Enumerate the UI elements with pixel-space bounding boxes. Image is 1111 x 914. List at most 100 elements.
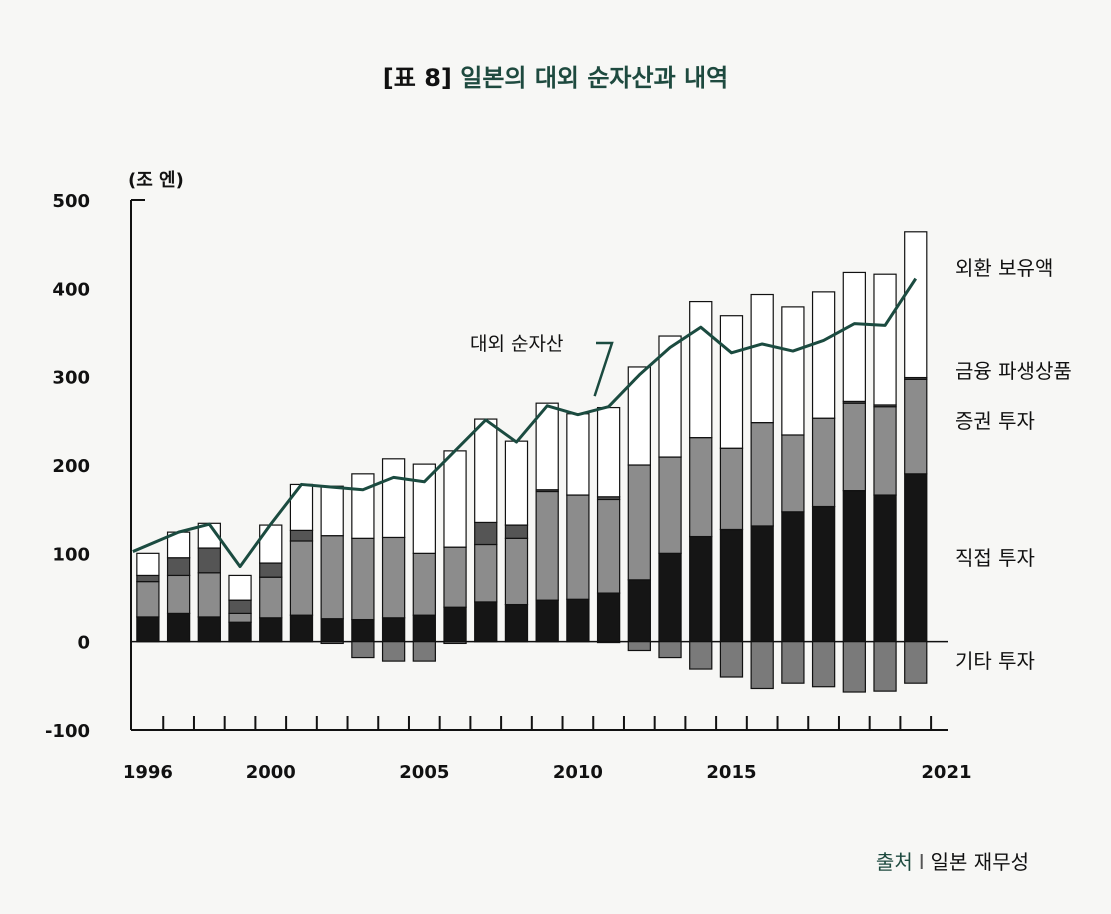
bar-segment xyxy=(259,562,283,578)
bar-segment-negative xyxy=(842,641,866,693)
bar-segment xyxy=(842,271,866,402)
bar-segment xyxy=(596,592,621,643)
bar-segment xyxy=(197,572,221,618)
bar-segment xyxy=(259,524,283,564)
bar-segment xyxy=(289,614,314,643)
bar-segment xyxy=(136,574,160,583)
bar-segment xyxy=(136,552,160,577)
bar-segment xyxy=(535,599,559,643)
bar-segment xyxy=(412,552,436,616)
bar-segment xyxy=(351,473,375,539)
bar-segment xyxy=(228,574,252,601)
y-axis-unit-label: (조 엔) xyxy=(128,170,184,191)
bar-segment xyxy=(351,537,375,621)
bar-segment xyxy=(443,546,467,608)
bar-segment xyxy=(627,464,651,581)
bar-segment xyxy=(320,535,344,620)
bar-segment xyxy=(474,521,498,546)
series-label: 기타 투자 xyxy=(955,649,1035,673)
x-tick-label: 2015 xyxy=(706,762,756,783)
bar-segment xyxy=(781,306,805,436)
bar-segment xyxy=(259,617,283,643)
bar-segment-negative xyxy=(381,641,406,662)
bar-segment xyxy=(259,576,283,619)
bar-segment-negative xyxy=(781,641,805,684)
y-tick-label: 100 xyxy=(52,544,90,565)
chart-title-number: [표 8] xyxy=(382,64,452,92)
bar-segment xyxy=(904,378,928,475)
bar-segment xyxy=(811,417,836,508)
x-tick-label: 2010 xyxy=(553,762,603,783)
bar-segment xyxy=(719,315,744,449)
bar-segment xyxy=(658,335,682,458)
bar-segment-negative xyxy=(750,641,774,690)
source-separator: I xyxy=(918,850,925,874)
bar-segment xyxy=(566,494,590,600)
bar-segment xyxy=(289,483,314,531)
y-tick-label: 500 xyxy=(52,191,90,212)
bar-segment xyxy=(197,547,221,574)
bar-segment xyxy=(136,616,160,643)
bar-segment xyxy=(320,618,344,643)
bar-segment xyxy=(136,580,160,618)
bar-segment xyxy=(166,557,191,577)
x-tick-label: 2000 xyxy=(246,762,296,783)
bar-segment xyxy=(351,618,375,643)
bar-segment xyxy=(811,291,836,419)
bar-segment xyxy=(750,293,774,424)
bar-segment xyxy=(627,366,651,466)
y-tick-label: 200 xyxy=(52,456,90,477)
bar-segment-negative xyxy=(873,641,897,692)
bar-segment xyxy=(566,598,590,643)
bar-segment-negative xyxy=(658,641,682,659)
bar-segment xyxy=(504,603,529,643)
bar-segment xyxy=(443,606,467,643)
bar-segment xyxy=(381,458,406,539)
source-org: 일본 재무성 xyxy=(930,850,1029,874)
bar-segment xyxy=(689,437,713,538)
bar-segment xyxy=(504,440,529,526)
net-assets-polyline xyxy=(132,277,918,569)
bar-segment xyxy=(842,402,866,492)
bar-segment xyxy=(381,536,406,619)
bar-segment-negative xyxy=(904,641,928,684)
bar-segment xyxy=(904,473,928,643)
bar-segment xyxy=(197,616,221,643)
bar-segment-negative xyxy=(811,641,836,688)
x-tick-label: 1996 xyxy=(123,762,173,783)
bar-segment xyxy=(750,525,774,643)
bar-segment xyxy=(535,490,559,601)
bar-segment xyxy=(412,614,436,643)
bar-segment xyxy=(228,612,252,623)
chart-title-text: 일본의 대외 순자산과 내역 xyxy=(460,64,729,92)
bar-segment-negative xyxy=(689,641,713,670)
bar-segment xyxy=(627,579,651,643)
bar-segment xyxy=(811,505,836,643)
series-label: 증권 투자 xyxy=(955,409,1035,433)
bar-segment xyxy=(781,434,805,513)
bar-segment xyxy=(228,599,252,615)
series-label: 외환 보유액 xyxy=(955,256,1053,280)
bar-segment xyxy=(504,537,529,606)
bar-segment xyxy=(474,543,498,603)
axes: -100 0 100 200 300 400 500 1996 2000 2005 2010 2015… xyxy=(45,191,972,783)
bar-segment xyxy=(474,418,498,524)
bar-segment-negative xyxy=(596,641,621,644)
bar-segment xyxy=(658,456,682,554)
series-label: 금융 파생상품 xyxy=(955,359,1072,383)
bar-segment xyxy=(658,552,682,643)
net-assets-label: 대외 순자산 xyxy=(470,333,563,355)
bar-segment xyxy=(873,494,897,643)
bar-segment-negative xyxy=(351,641,375,659)
bar-segment xyxy=(166,574,191,615)
chart-title: [표 8] 일본의 대외 순자산과 내역 xyxy=(0,58,1111,93)
bar-segment xyxy=(289,540,314,616)
bars xyxy=(136,231,928,693)
bar-segment xyxy=(719,528,744,643)
bar-segment xyxy=(781,511,805,643)
bar-segment xyxy=(873,273,897,406)
bar-segment xyxy=(535,402,559,491)
x-tick-label: 2005 xyxy=(399,762,449,783)
